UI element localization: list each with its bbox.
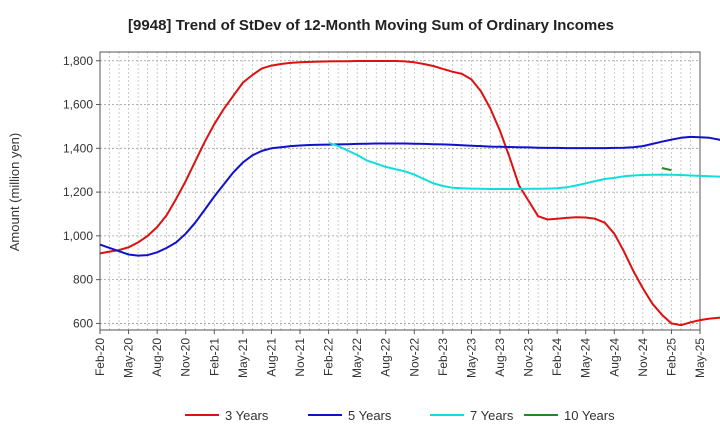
legend-label: 5 Years [348,408,392,423]
x-tick-label: Nov-21 [293,338,307,377]
y-tick-label: 1,400 [63,141,93,155]
x-tick-label: Feb-20 [93,338,107,376]
y-tick-label: 1,800 [63,54,93,68]
chart-title: [9948] Trend of StDev of 12-Month Moving… [128,17,614,34]
plot-area [99,51,701,331]
x-tick-label: Nov-20 [179,338,193,377]
series-line-5-years [99,135,720,257]
x-tick-label: Aug-21 [264,338,278,377]
x-tick-label: Aug-24 [607,338,621,377]
series-line-10-years [661,167,672,172]
x-tick-label: May-21 [236,338,250,378]
series-lines [99,60,720,327]
x-tick-label: Feb-23 [436,338,450,376]
y-axis-label: Amount (million yen) [7,133,22,252]
series-line-3-years [99,60,720,327]
x-tick-label: Feb-22 [322,338,336,376]
y-tick-label: 600 [73,316,93,330]
x-tick-label: May-24 [579,338,593,378]
x-tick-label: May-22 [350,338,364,378]
y-tick-label: 1,200 [63,185,93,199]
y-tick-label: 800 [73,273,93,287]
x-axis: Feb-20 May-20 Aug-20 Nov-20 Feb-21 May-21 Aug-… [93,330,707,378]
x-tick-label: Nov-24 [636,338,650,377]
legend: 3 Years 5 Years 7 Years 10 Years [185,408,615,423]
x-tick-label: Aug-23 [493,338,507,377]
x-tick-label: Aug-22 [379,338,393,377]
x-tick-label: May-25 [693,338,707,378]
x-tick-label: Nov-23 [522,338,536,377]
y-tick-label: 1,600 [63,98,93,112]
x-tick-label: Aug-20 [150,338,164,377]
legend-label: 3 Years [225,408,269,423]
y-tick-label: 1,000 [63,229,93,243]
x-tick-label: Feb-25 [664,338,678,376]
series-line-7-years [328,141,720,190]
y-axis: 600 800 1,000 1,200 1,400 1,600 1,800 [63,54,100,330]
x-tick-label: May-20 [122,338,136,378]
x-tick-label: Feb-24 [550,338,564,376]
x-tick-label: Nov-22 [407,338,421,377]
legend-label: 10 Years [564,408,615,423]
x-tick-label: Feb-21 [207,338,221,376]
grid [100,52,700,330]
legend-label: 7 Years [470,408,514,423]
x-tick-label: May-23 [464,338,478,378]
